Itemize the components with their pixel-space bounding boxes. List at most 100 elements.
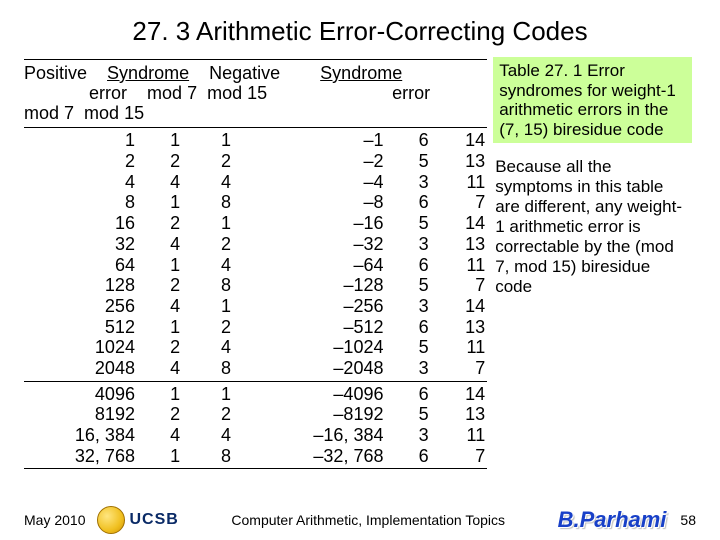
table-cell: 11 (431, 255, 488, 276)
page-title: 27. 3 Arithmetic Error-Correcting Codes (0, 0, 720, 57)
table-cell: 32, 768 (24, 446, 137, 467)
table-cell: 5 (385, 151, 430, 172)
ucsb-text: UCSB (129, 511, 178, 529)
table-cell: 14 (431, 130, 488, 151)
table-row: 32, 76818–32, 76867 (24, 446, 487, 467)
table-cell: 5 (385, 213, 430, 234)
explanation-text: Because all the symptoms in this table a… (493, 157, 692, 297)
table-cell: 1 (182, 296, 233, 317)
table-row: 1621–16514 (24, 213, 487, 234)
table-cell: 13 (431, 151, 488, 172)
table-cell: 7 (431, 446, 488, 467)
table-cell: 4 (137, 172, 182, 193)
footer-right: B.Parhami 58 (558, 507, 696, 533)
table-cell: 7 (431, 275, 488, 296)
ucsb-logo: UCSB (97, 506, 178, 534)
table-cell: 13 (431, 317, 488, 338)
table-cell: 32 (24, 234, 137, 255)
table-row: 409611–4096614 (24, 384, 487, 405)
table-cell: 4 (24, 172, 137, 193)
table-cell: –8192 (233, 404, 386, 425)
table-cell: 4 (137, 425, 182, 446)
table-cell: –1024 (233, 337, 386, 358)
table-cell: 14 (431, 213, 488, 234)
table-cell: 6 (385, 192, 430, 213)
table-cell: 3 (385, 234, 430, 255)
table-row: 444–4311 (24, 172, 487, 193)
table-cell: 1 (137, 130, 182, 151)
table-cell: –4096 (233, 384, 386, 405)
table-row: 111–1614 (24, 130, 487, 151)
table-cell: –1 (233, 130, 386, 151)
table-cell: –128 (233, 275, 386, 296)
rule-bottom (24, 468, 487, 469)
footer-date: May 2010 (24, 512, 85, 528)
table-cell: 1 (182, 384, 233, 405)
table-cell: –2 (233, 151, 386, 172)
table-cell: 128 (24, 275, 137, 296)
hdr-mod15b: mod 15 (84, 103, 144, 123)
table-cell: 64 (24, 255, 137, 276)
table-cell: 4 (137, 358, 182, 379)
table-cell: 11 (431, 172, 488, 193)
table-cell: 2 (182, 234, 233, 255)
rule-under-header (24, 127, 487, 128)
table-row: 12828–12857 (24, 275, 487, 296)
table-cell: 1 (137, 192, 182, 213)
table-cell: 1 (137, 317, 182, 338)
table-cell: 1024 (24, 337, 137, 358)
hdr-mod7b: mod 7 (24, 103, 74, 123)
table-cell: 1 (137, 255, 182, 276)
table-cell: 2 (137, 213, 182, 234)
table-cell: 2 (137, 337, 182, 358)
table-cell: 4 (137, 234, 182, 255)
table-cell: 4 (137, 296, 182, 317)
table-cell: 1 (24, 130, 137, 151)
table-cell: –16, 384 (233, 425, 386, 446)
table-cell: 13 (431, 234, 488, 255)
table-cell: 512 (24, 317, 137, 338)
table-cell: 1 (182, 130, 233, 151)
table-cell: 6 (385, 446, 430, 467)
table-cell: 3 (385, 296, 430, 317)
table-cell: 8192 (24, 404, 137, 425)
rule-top (24, 59, 487, 60)
table-cell: 2 (137, 404, 182, 425)
table-cell: 6 (385, 130, 430, 151)
hdr-syndrome1: Syndrome (107, 63, 189, 83)
table-cell: 4 (182, 255, 233, 276)
table-cell: 2 (137, 275, 182, 296)
table-cell: 3 (385, 425, 430, 446)
table-row: 25641–256314 (24, 296, 487, 317)
table-row: 818–867 (24, 192, 487, 213)
footer: May 2010 UCSB Computer Arithmetic, Imple… (24, 506, 696, 534)
table-cell: 7 (431, 192, 488, 213)
table-cell: 8 (182, 446, 233, 467)
hdr-error2: error (392, 83, 430, 103)
slide-number: 58 (666, 512, 696, 528)
table-row: 102424–1024511 (24, 337, 487, 358)
table-cell: 4 (182, 172, 233, 193)
table-cell: –16 (233, 213, 386, 234)
table-cell: –512 (233, 317, 386, 338)
table-cell: 11 (431, 425, 488, 446)
table-cell: 16, 384 (24, 425, 137, 446)
hdr-negative: Negative (209, 63, 280, 83)
content-area: Positive Syndrome Negative Syndrome erro… (0, 57, 720, 471)
table-cell: 4 (182, 337, 233, 358)
table-cell: 2 (24, 151, 137, 172)
table-cell: 8 (182, 358, 233, 379)
hdr-mod15a: mod 15 (207, 83, 267, 103)
table-cell: 2 (182, 404, 233, 425)
table-cell: 7 (431, 358, 488, 379)
footer-left: May 2010 UCSB (24, 506, 179, 534)
table-cell: 13 (431, 404, 488, 425)
table-cell: 1 (137, 446, 182, 467)
table-row: 16, 38444–16, 384311 (24, 425, 487, 446)
hdr-error1: error (89, 83, 127, 103)
table-cell: –64 (233, 255, 386, 276)
table-cell: 5 (385, 275, 430, 296)
table-row: 51212–512613 (24, 317, 487, 338)
table-cell: 8 (182, 192, 233, 213)
table-cell: –2048 (233, 358, 386, 379)
